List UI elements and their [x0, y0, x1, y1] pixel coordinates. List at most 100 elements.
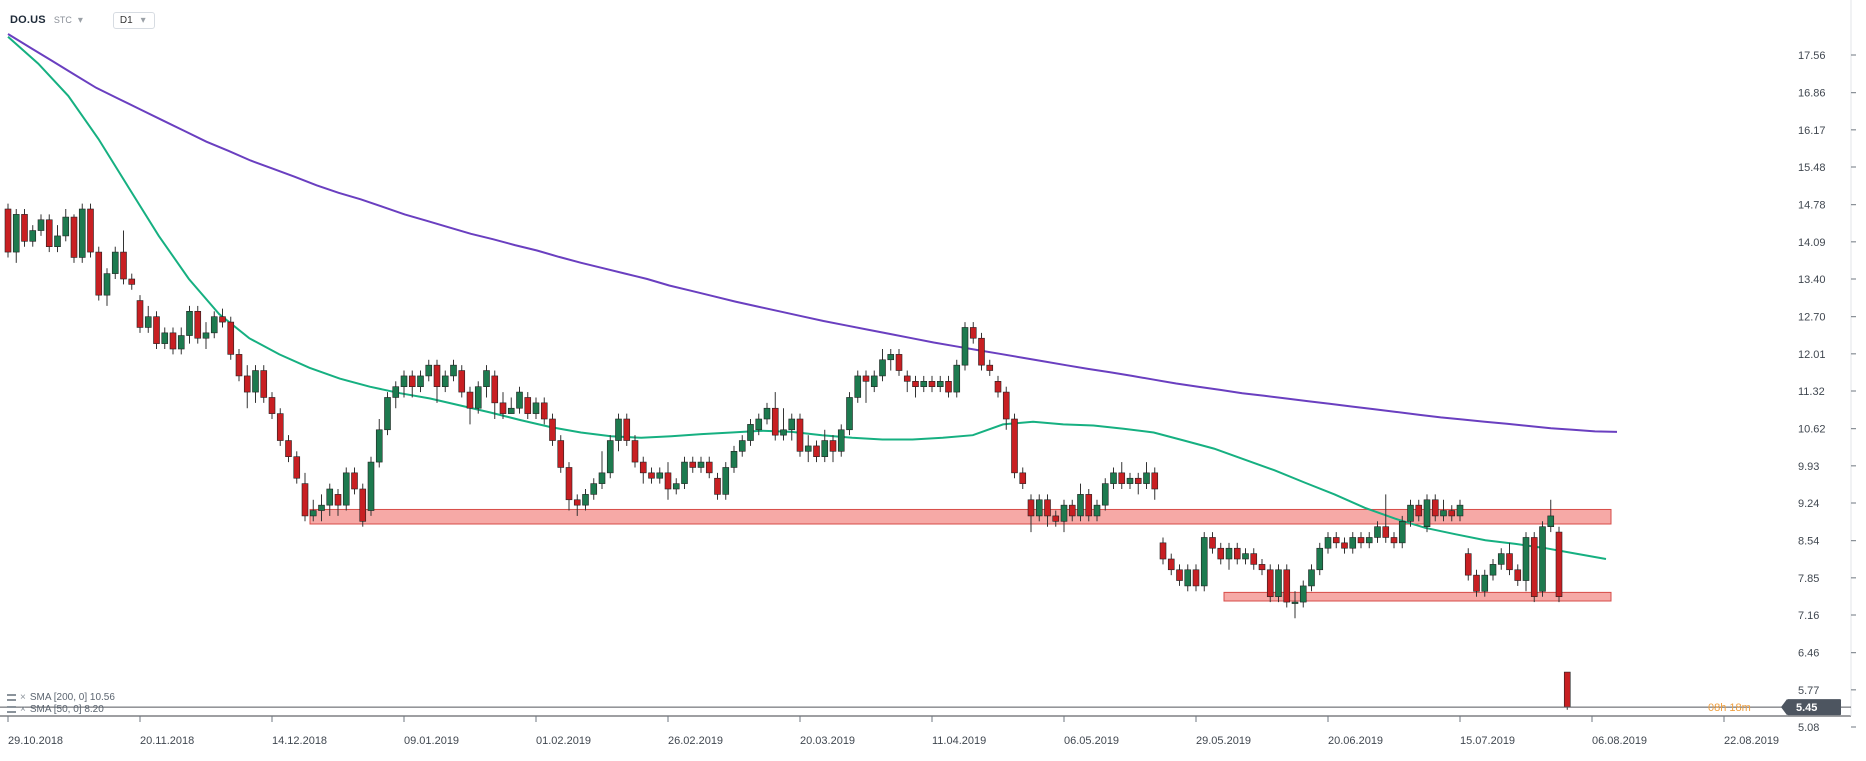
candle[interactable]: [829, 435, 837, 463]
candle[interactable]: [408, 370, 416, 398]
candle[interactable]: [648, 467, 655, 484]
candle[interactable]: [1167, 553, 1175, 576]
candle[interactable]: [243, 365, 251, 409]
candle[interactable]: [623, 413, 631, 446]
candle[interactable]: [1555, 526, 1563, 603]
candle[interactable]: [507, 397, 515, 414]
candle[interactable]: [978, 332, 985, 371]
candle[interactable]: [1258, 559, 1266, 576]
candle[interactable]: [136, 295, 144, 333]
candle[interactable]: [936, 375, 944, 393]
candle[interactable]: [483, 365, 490, 398]
candle[interactable]: [697, 456, 705, 473]
candle[interactable]: [95, 246, 103, 301]
close-icon[interactable]: ×: [20, 703, 26, 715]
candle[interactable]: [1110, 467, 1117, 489]
candle[interactable]: [128, 273, 136, 290]
candle[interactable]: [54, 225, 61, 253]
candle[interactable]: [912, 375, 919, 398]
candle[interactable]: [1077, 483, 1084, 522]
candle[interactable]: [1456, 499, 1464, 522]
candle[interactable]: [103, 268, 111, 306]
candle[interactable]: [722, 462, 730, 500]
candle[interactable]: [953, 359, 961, 398]
candle[interactable]: [771, 392, 779, 441]
candle[interactable]: [1530, 532, 1538, 603]
candle[interactable]: [194, 305, 202, 344]
candle[interactable]: [499, 392, 507, 419]
candle[interactable]: [837, 424, 845, 457]
candle[interactable]: [598, 451, 606, 489]
candle[interactable]: [474, 381, 482, 414]
candle[interactable]: [1266, 564, 1274, 603]
candle[interactable]: [161, 327, 169, 349]
candle[interactable]: [1473, 569, 1480, 597]
candle[interactable]: [227, 316, 235, 360]
candle[interactable]: [590, 478, 598, 500]
candle[interactable]: [1035, 494, 1043, 522]
candle[interactable]: [689, 456, 697, 473]
candle[interactable]: [260, 365, 268, 403]
candle[interactable]: [342, 467, 350, 511]
candle[interactable]: [351, 467, 358, 495]
candle[interactable]: [887, 349, 895, 371]
candle[interactable]: [219, 308, 226, 328]
candle[interactable]: [986, 359, 994, 376]
candle[interactable]: [425, 359, 433, 382]
candle[interactable]: [1225, 542, 1233, 570]
candle[interactable]: [1217, 542, 1225, 565]
candle[interactable]: [235, 349, 243, 382]
candle[interactable]: [1431, 494, 1439, 522]
candle[interactable]: [994, 375, 1002, 398]
chevron-down-icon[interactable]: ▾: [77, 14, 83, 26]
price-zone[interactable]: [309, 508, 1612, 525]
candle[interactable]: [1250, 548, 1258, 570]
candle[interactable]: [1242, 548, 1249, 565]
candle[interactable]: [945, 375, 952, 398]
candle[interactable]: [1068, 499, 1076, 522]
candle[interactable]: [516, 386, 523, 414]
candle[interactable]: [1332, 532, 1340, 549]
candle[interactable]: [1101, 478, 1109, 511]
candle[interactable]: [1522, 532, 1530, 592]
candle[interactable]: [961, 322, 969, 371]
candle[interactable]: [202, 322, 210, 349]
candle[interactable]: [747, 419, 754, 446]
candle[interactable]: [1407, 499, 1414, 527]
candle[interactable]: [1118, 462, 1126, 489]
candle[interactable]: [1398, 515, 1406, 549]
candle[interactable]: [4, 203, 12, 258]
candle[interactable]: [606, 435, 614, 479]
candle[interactable]: [532, 397, 540, 419]
candle[interactable]: [268, 392, 276, 419]
candle[interactable]: [1209, 532, 1216, 554]
candle[interactable]: [1357, 532, 1365, 549]
candle[interactable]: [1011, 413, 1018, 479]
candle[interactable]: [1002, 386, 1010, 430]
candle[interactable]: [1415, 499, 1423, 522]
candle[interactable]: [1382, 494, 1390, 543]
candle[interactable]: [210, 311, 218, 339]
candle[interactable]: [524, 392, 532, 419]
candle[interactable]: [656, 467, 664, 484]
candle[interactable]: [1176, 564, 1183, 586]
candle[interactable]: [301, 472, 309, 522]
candle[interactable]: [1349, 532, 1357, 554]
candle[interactable]: [1044, 494, 1051, 527]
candle[interactable]: [788, 413, 796, 441]
candle[interactable]: [1200, 532, 1208, 592]
candle[interactable]: [1143, 462, 1150, 489]
candle[interactable]: [870, 370, 878, 393]
candle[interactable]: [326, 483, 334, 516]
candle[interactable]: [153, 311, 160, 349]
candle[interactable]: [1423, 494, 1431, 533]
candle[interactable]: [12, 209, 20, 263]
candle[interactable]: [186, 305, 193, 344]
candle[interactable]: [738, 435, 746, 457]
candle[interactable]: [557, 435, 565, 473]
candle[interactable]: [37, 214, 45, 236]
candle[interactable]: [1308, 564, 1315, 592]
candle[interactable]: [417, 370, 424, 393]
candle[interactable]: [549, 413, 556, 446]
